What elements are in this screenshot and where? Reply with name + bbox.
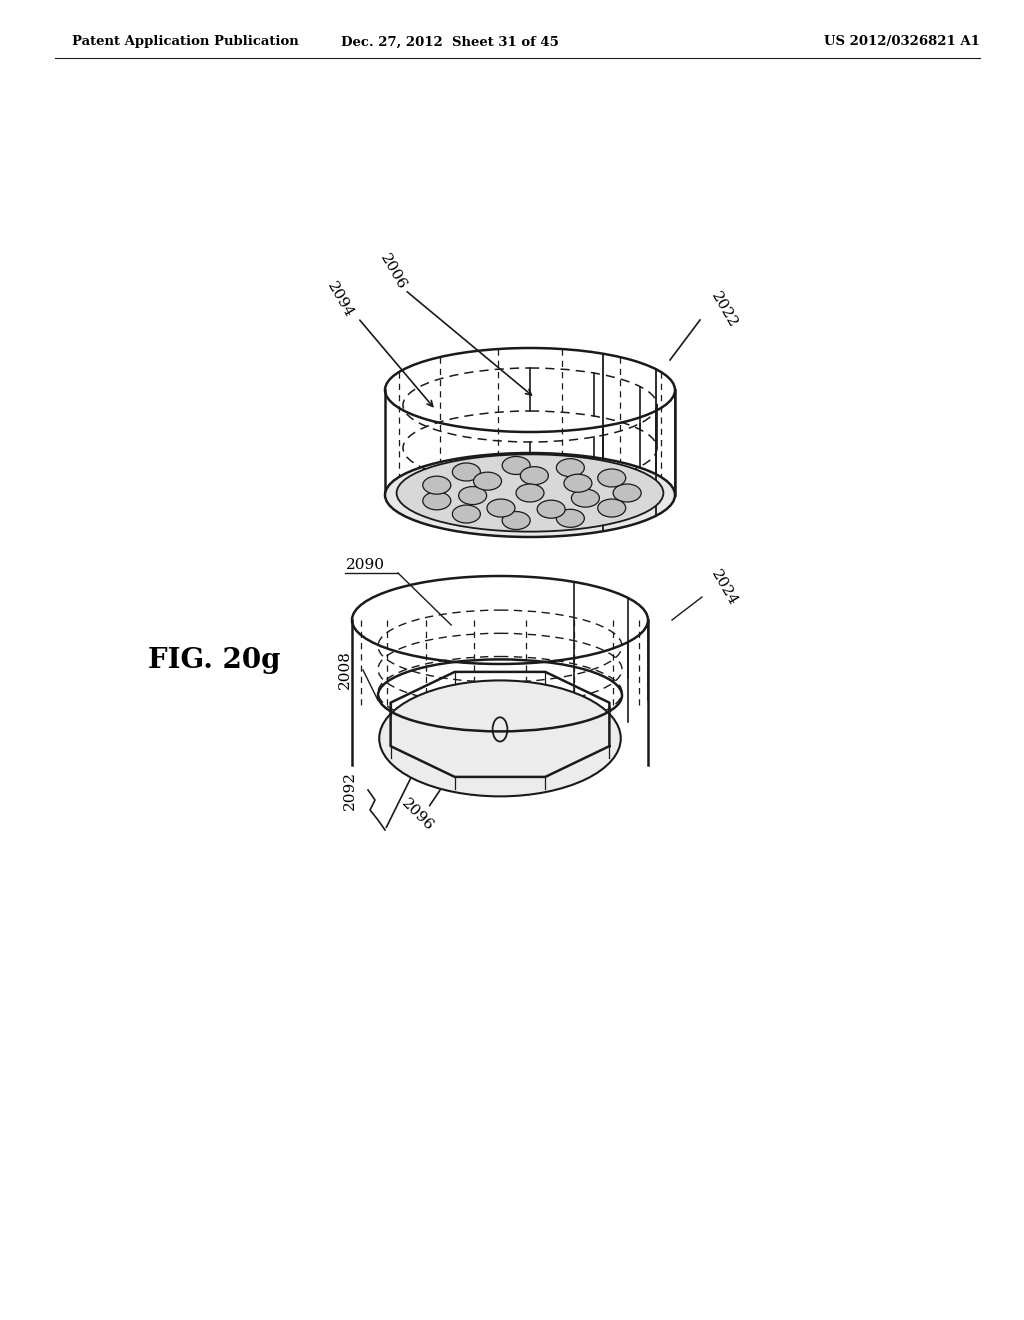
Ellipse shape: [598, 499, 626, 517]
Text: Dec. 27, 2012  Sheet 31 of 45: Dec. 27, 2012 Sheet 31 of 45: [341, 36, 559, 49]
Text: 2008: 2008: [338, 651, 352, 689]
Text: 2096: 2096: [399, 796, 437, 834]
Ellipse shape: [453, 506, 480, 523]
Text: 2090: 2090: [345, 558, 384, 572]
Text: 2022: 2022: [709, 289, 739, 330]
Ellipse shape: [564, 474, 592, 492]
Ellipse shape: [520, 467, 549, 484]
Ellipse shape: [396, 454, 664, 532]
Ellipse shape: [385, 453, 675, 537]
Ellipse shape: [516, 484, 544, 502]
Ellipse shape: [613, 484, 641, 502]
Ellipse shape: [487, 499, 515, 517]
Ellipse shape: [556, 510, 585, 527]
Ellipse shape: [571, 490, 599, 507]
Ellipse shape: [379, 680, 621, 796]
Text: 2024: 2024: [709, 568, 739, 609]
Ellipse shape: [502, 512, 530, 529]
Text: Patent Application Publication: Patent Application Publication: [72, 36, 299, 49]
Ellipse shape: [453, 463, 480, 480]
Text: 2094: 2094: [325, 280, 355, 321]
Text: FIG. 20g: FIG. 20g: [148, 647, 281, 673]
Ellipse shape: [423, 477, 451, 494]
Ellipse shape: [473, 473, 502, 490]
Text: US 2012/0326821 A1: US 2012/0326821 A1: [824, 36, 980, 49]
Ellipse shape: [598, 469, 626, 487]
Ellipse shape: [538, 500, 565, 519]
Text: 2092: 2092: [343, 771, 357, 809]
Ellipse shape: [423, 492, 451, 510]
Ellipse shape: [556, 458, 585, 477]
Text: 2006: 2006: [377, 252, 409, 293]
Ellipse shape: [459, 487, 486, 504]
Ellipse shape: [502, 457, 530, 474]
